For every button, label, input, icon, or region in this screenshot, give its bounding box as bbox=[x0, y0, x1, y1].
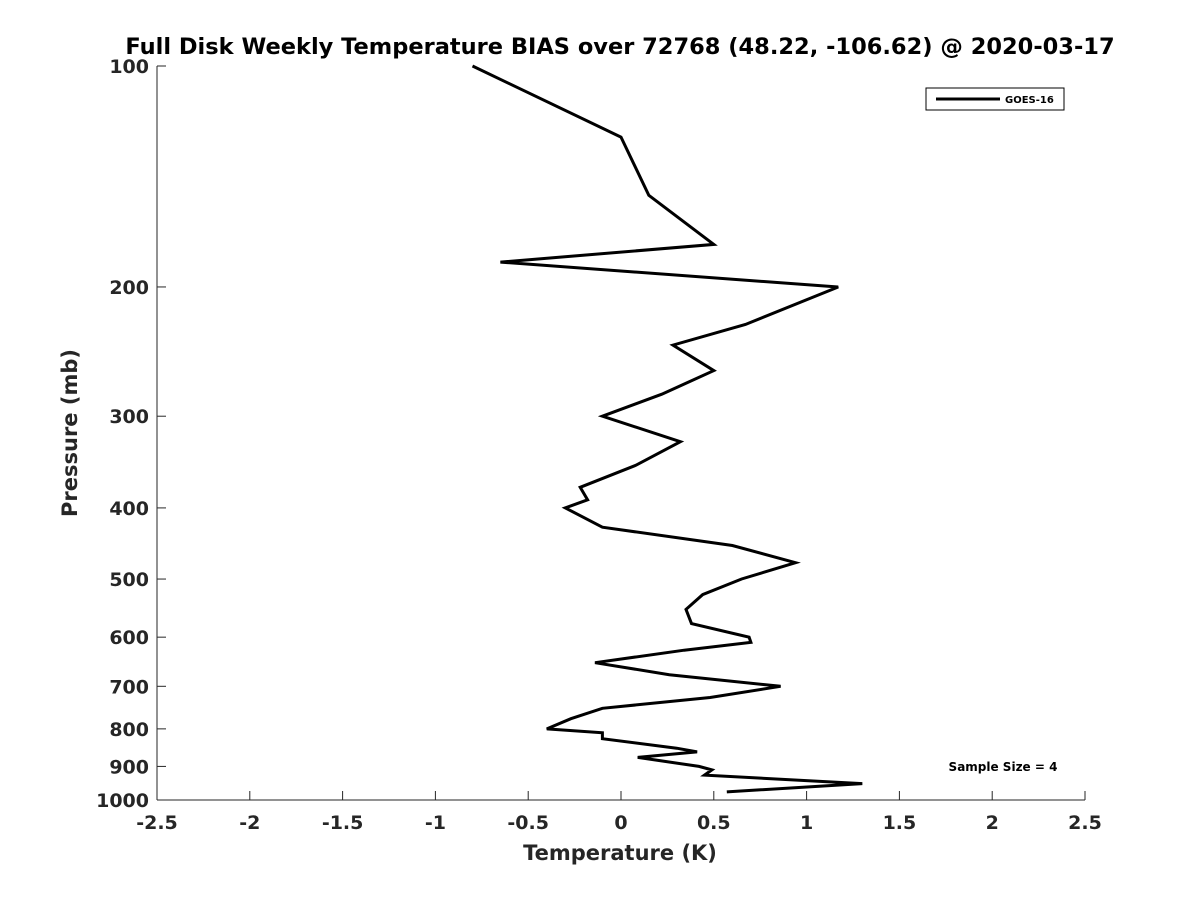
legend-label: GOES-16 bbox=[1005, 95, 1054, 106]
x-tick-label: 1.5 bbox=[883, 812, 917, 834]
plot-area: -2.5 -2 -1.5 -1 -0.5 0 0.5 1 1.5 2 2.5 100 200 300 400… bbox=[96, 56, 1102, 834]
y-tick-label: 900 bbox=[109, 756, 149, 778]
x-tick-label: -0.5 bbox=[507, 812, 549, 834]
y-tick-label: 200 bbox=[109, 277, 149, 299]
y-tick-label: 1000 bbox=[96, 790, 149, 812]
y-tick-label: 600 bbox=[109, 627, 149, 649]
y-tick-label: 400 bbox=[109, 498, 149, 520]
x-tick-label: 0.5 bbox=[697, 812, 731, 834]
y-tick-label: 100 bbox=[109, 56, 149, 78]
y-axis-label: Pressure (mb) bbox=[58, 349, 82, 517]
x-tick-label: -1 bbox=[425, 812, 446, 834]
y-tick-label: 700 bbox=[109, 676, 149, 698]
x-tick-label: 2.5 bbox=[1068, 812, 1102, 834]
x-tick-label: -2 bbox=[239, 812, 260, 834]
chart-title: Full Disk Weekly Temperature BIAS over 7… bbox=[125, 34, 1114, 60]
x-tick-label: 1 bbox=[800, 812, 813, 834]
legend: GOES-16 bbox=[925, 87, 1065, 111]
y-tick-label: 300 bbox=[109, 406, 149, 428]
series-line-1 bbox=[471, 64, 863, 794]
x-axis-label: Temperature (K) bbox=[523, 841, 717, 865]
y-tick-label: 500 bbox=[109, 569, 149, 591]
x-tick-label: 2 bbox=[986, 812, 999, 834]
x-tick-label: 0 bbox=[614, 812, 627, 834]
sample-size-note: Sample Size = 4 bbox=[949, 760, 1058, 774]
x-tick-label: -2.5 bbox=[136, 812, 178, 834]
x-tick-label: -1.5 bbox=[322, 812, 364, 834]
y-tick-label: 800 bbox=[109, 719, 149, 741]
